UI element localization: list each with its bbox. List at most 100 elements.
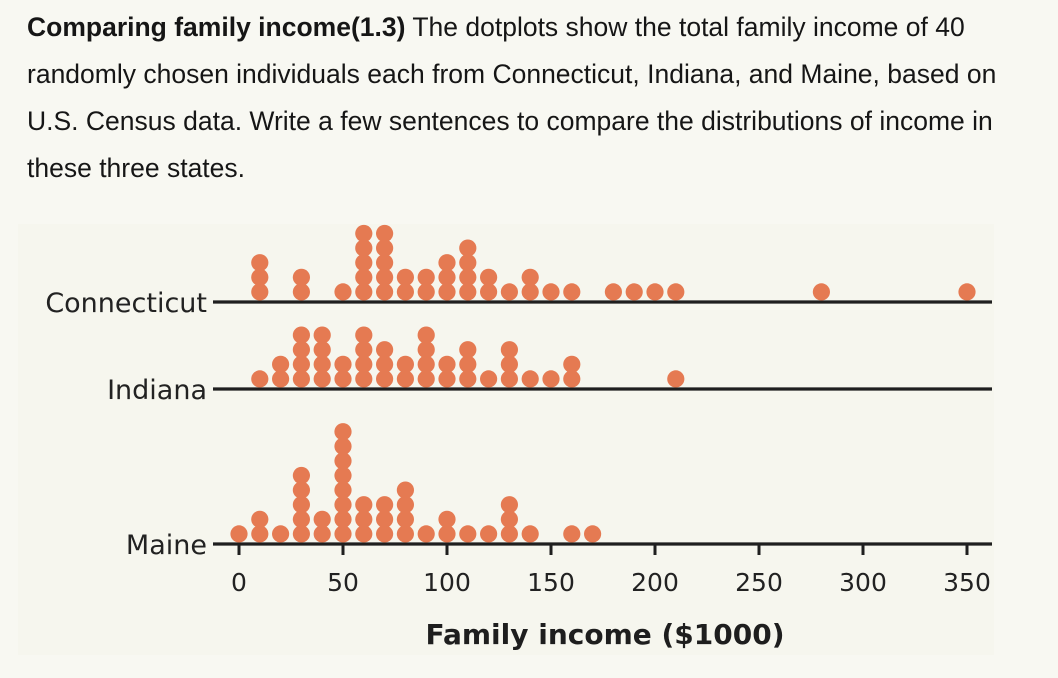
data-dot [521, 268, 539, 286]
data-dot [376, 355, 394, 373]
data-dot [812, 283, 831, 301]
data-dot [480, 268, 498, 286]
data-dot [355, 510, 373, 528]
data-dot [563, 525, 581, 543]
data-dot [438, 510, 456, 528]
data-dot [334, 370, 352, 388]
data-dot [251, 510, 269, 528]
data-dot [376, 254, 394, 272]
x-axis-title: Family income ($1000) [425, 618, 784, 651]
data-dot [459, 268, 477, 286]
data-dot [292, 370, 310, 388]
data-dot [376, 496, 394, 514]
data-dot [292, 481, 310, 499]
data-dot [500, 355, 518, 373]
data-dot [396, 355, 414, 373]
data-dot [459, 239, 477, 257]
data-dot [417, 355, 435, 373]
data-dot [459, 355, 477, 373]
data-dot [355, 525, 373, 543]
data-dot [459, 370, 477, 388]
data-dot [376, 341, 394, 359]
data-dot [313, 525, 331, 543]
data-dot [230, 525, 248, 543]
dotplot-chart: Connecticut Indiana Maine 0 50 100 150 200 250 3… [45, 224, 992, 651]
data-dot [355, 496, 373, 514]
data-dot [396, 510, 414, 528]
data-dot [292, 283, 310, 301]
x-axis: 0 50 100 150 200 250 300 350 [231, 544, 991, 597]
dotplot-row-maine: Maine [126, 423, 992, 561]
data-dot [625, 283, 643, 301]
data-dot [292, 326, 310, 344]
data-dot [251, 525, 269, 543]
data-dot [438, 355, 456, 373]
data-dot [334, 355, 352, 373]
data-dot [500, 510, 518, 528]
data-dot [563, 283, 581, 301]
question-body: The dotplots show the total family incom… [27, 12, 997, 183]
data-dot [355, 355, 373, 373]
data-dot [334, 525, 352, 543]
data-dot [667, 283, 685, 301]
data-dot [376, 283, 394, 301]
data-dot [251, 268, 269, 286]
x-tick-label: 200 [631, 568, 679, 597]
data-dot [292, 341, 310, 359]
data-dot [500, 496, 518, 514]
data-dot [292, 496, 310, 514]
data-dot [438, 254, 456, 272]
data-dot [355, 254, 373, 272]
data-dot [438, 370, 456, 388]
x-tick-label: 150 [527, 568, 575, 597]
data-dot [376, 239, 394, 257]
data-dot [355, 283, 373, 301]
data-dot [563, 370, 581, 388]
dotplot-row-indiana: Indiana [107, 326, 992, 406]
dotplot-row-connecticut: Connecticut [45, 224, 992, 319]
data-dot [459, 254, 477, 272]
data-dot [521, 370, 539, 388]
data-dot [251, 370, 269, 388]
data-dot [417, 370, 435, 388]
data-dot [334, 437, 352, 455]
data-dot [355, 326, 373, 344]
x-tick-label: 0 [231, 568, 247, 597]
x-tick-label: 50 [327, 568, 359, 597]
data-dot [417, 326, 435, 344]
data-dot [334, 466, 352, 485]
data-dot [396, 268, 414, 286]
data-dot [355, 268, 373, 286]
data-dot [396, 481, 414, 499]
data-dot [376, 370, 394, 388]
row-label: Indiana [107, 375, 207, 406]
x-tick-label: 100 [423, 568, 471, 597]
data-dot [376, 525, 394, 543]
data-dot [459, 283, 477, 301]
data-dot [251, 283, 269, 301]
data-dot [313, 510, 331, 528]
data-dot [542, 370, 560, 388]
x-tick-label: 250 [735, 568, 783, 597]
dotplot-panel: Connecticut Indiana Maine 0 50 100 150 200 250 3… [18, 224, 994, 655]
data-dot [376, 268, 394, 286]
row-label: Connecticut [45, 288, 207, 319]
data-dot [500, 370, 518, 388]
data-dot [334, 481, 352, 499]
data-dot [355, 224, 373, 243]
data-dot [480, 370, 498, 388]
data-dot [292, 466, 310, 485]
data-dot [313, 341, 331, 359]
data-dot [417, 341, 435, 359]
data-dot [334, 283, 352, 301]
data-dot [292, 525, 310, 543]
data-dot [646, 283, 664, 301]
data-dot [334, 452, 352, 470]
data-dot [459, 341, 477, 359]
data-dot [376, 224, 394, 243]
data-dot [584, 525, 602, 543]
data-dot [292, 355, 310, 373]
x-tick-label: 300 [839, 568, 887, 597]
data-dot [376, 510, 394, 528]
row-label: Maine [126, 530, 207, 561]
